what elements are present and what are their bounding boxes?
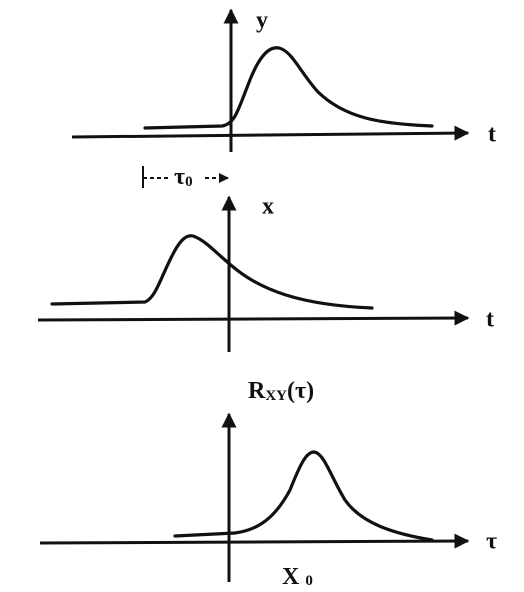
time-axis (37, 310, 470, 326)
panel-y: y t τ0 (71, 8, 496, 191)
curve (50, 234, 374, 310)
delay-symbol: τ (174, 164, 185, 190)
tau-axis (39, 533, 470, 549)
x-label: t (486, 307, 494, 333)
y-label-subscript: XY (265, 388, 287, 404)
y-label: x (262, 194, 274, 220)
time-axis (71, 125, 470, 141)
x-label: τ (486, 529, 497, 555)
y-label: y (256, 8, 268, 34)
curve (173, 450, 434, 542)
delay-label: τ0 (174, 164, 193, 191)
delay-marker: τ0 (142, 164, 229, 191)
peak-symbol: X (282, 564, 300, 590)
x-label: t (488, 122, 496, 148)
y-label-symbol: R (248, 378, 266, 404)
y-label-argument: (τ) (287, 378, 314, 404)
peak-subscript: 0 (305, 573, 313, 589)
panel-x: x t (37, 194, 494, 352)
y-label: RXY(τ) (248, 378, 314, 405)
curve (143, 46, 434, 130)
delay-subscript: 0 (185, 174, 193, 190)
